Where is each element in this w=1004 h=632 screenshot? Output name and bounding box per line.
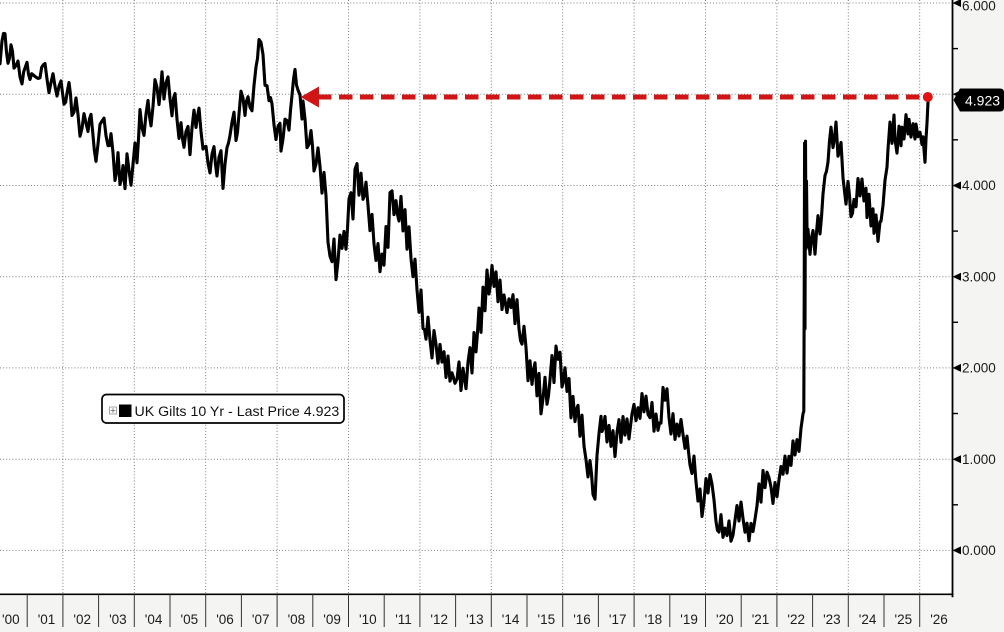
svg-text:6.000: 6.000 <box>962 0 996 14</box>
svg-text:4.923: 4.923 <box>965 92 1000 108</box>
svg-text:UK Gilts 10 Yr - Last Price 4.: UK Gilts 10 Yr - Last Price 4.923 <box>135 404 340 420</box>
svg-text:'07: '07 <box>252 612 270 627</box>
svg-text:'06: '06 <box>216 612 234 627</box>
svg-text:'20: '20 <box>716 612 734 627</box>
svg-text:'05: '05 <box>181 612 199 627</box>
svg-text:'03: '03 <box>109 612 127 627</box>
svg-text:'10: '10 <box>359 612 377 627</box>
svg-text:'12: '12 <box>430 612 448 627</box>
svg-text:3.000: 3.000 <box>962 269 996 284</box>
svg-text:0.000: 0.000 <box>962 543 996 558</box>
svg-text:'24: '24 <box>859 612 877 627</box>
svg-text:'04: '04 <box>145 612 163 627</box>
svg-text:'17: '17 <box>609 612 627 627</box>
svg-text:'18: '18 <box>645 612 663 627</box>
svg-text:'08: '08 <box>288 612 306 627</box>
svg-text:'13: '13 <box>466 612 484 627</box>
svg-text:'23: '23 <box>823 612 841 627</box>
svg-text:'01: '01 <box>38 612 56 627</box>
svg-text:'09: '09 <box>323 612 341 627</box>
svg-text:'25: '25 <box>895 612 913 627</box>
svg-text:2.000: 2.000 <box>962 361 996 376</box>
svg-text:'15: '15 <box>538 612 556 627</box>
svg-text:'02: '02 <box>73 612 91 627</box>
svg-text:'22: '22 <box>787 612 805 627</box>
svg-text:'11: '11 <box>395 612 412 627</box>
svg-text:'26: '26 <box>930 612 948 627</box>
svg-text:1.000: 1.000 <box>962 452 996 467</box>
svg-text:'14: '14 <box>502 612 520 627</box>
svg-text:'16: '16 <box>573 612 591 627</box>
svg-text:'21: '21 <box>752 612 770 627</box>
svg-text:'00: '00 <box>2 612 20 627</box>
svg-text:'19: '19 <box>680 612 698 627</box>
svg-text:4.000: 4.000 <box>962 178 996 193</box>
